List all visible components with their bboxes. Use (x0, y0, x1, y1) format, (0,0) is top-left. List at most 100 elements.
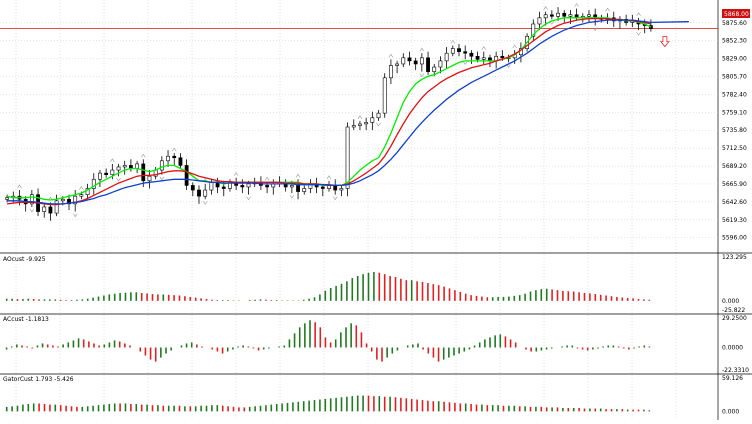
fractal-down-marker (159, 176, 165, 181)
candle-body[interactable] (73, 195, 78, 205)
candle-body[interactable] (358, 123, 362, 126)
candle-body[interactable] (116, 166, 121, 171)
candle-body[interactable] (67, 198, 71, 205)
candle-body[interactable] (184, 165, 189, 186)
indicator-tick-label: 0.0000 (722, 344, 743, 351)
candle-body[interactable] (556, 12, 560, 17)
candle-body[interactable] (135, 163, 139, 169)
fractal-up-marker (512, 44, 517, 49)
candle-body[interactable] (54, 200, 59, 214)
fractal-down-marker (462, 61, 468, 65)
fractal-up-marker (17, 184, 22, 189)
price-tick-label: 5735.80 (722, 127, 747, 134)
candle-body[interactable] (543, 14, 548, 19)
candle-body[interactable] (568, 14, 573, 17)
candle-body[interactable] (469, 52, 474, 57)
candle-body[interactable] (104, 172, 109, 175)
price-tick-label: 5782.40 (722, 91, 747, 98)
ac-indicator-panel[interactable] (5, 320, 651, 362)
candle-body[interactable] (320, 186, 325, 189)
candle-body[interactable] (159, 160, 164, 171)
candle-body[interactable] (246, 183, 251, 188)
candle-body[interactable] (419, 57, 424, 65)
candle-body[interactable] (351, 125, 356, 128)
candle-body[interactable] (376, 112, 381, 119)
price-tick-label: 5805.70 (722, 73, 747, 80)
candle-body[interactable] (209, 182, 214, 191)
fractal-up-marker (233, 172, 239, 176)
candle-body[interactable] (190, 185, 195, 191)
candle-body[interactable] (110, 169, 115, 175)
candle-body[interactable] (333, 185, 338, 191)
fractal-up-marker (295, 173, 301, 178)
candle-body[interactable] (48, 206, 53, 214)
candle-body[interactable] (531, 23, 536, 37)
candle-body[interactable] (302, 188, 307, 192)
candle-body[interactable] (265, 185, 269, 188)
fractal-down-marker (332, 196, 338, 201)
gator-indicator-panel[interactable] (5, 395, 651, 412)
main-price-panel[interactable] (0, 3, 718, 221)
candle-body[interactable] (221, 186, 226, 189)
candle-body[interactable] (85, 188, 90, 195)
candle-body[interactable] (500, 55, 505, 59)
candle-body[interactable] (587, 14, 591, 17)
candle-body[interactable] (5, 197, 9, 200)
fractal-up-marker (636, 12, 641, 17)
candle-body[interactable] (166, 155, 170, 162)
indicator-tick-label: 0.000 (722, 408, 739, 415)
candle-body[interactable] (407, 57, 412, 62)
candle-body[interactable] (147, 175, 152, 182)
fractal-up-marker (543, 6, 548, 10)
candle-body[interactable] (438, 60, 443, 68)
indicator-tick-label: 59.126 (722, 375, 743, 382)
candle-body[interactable] (549, 14, 554, 17)
candle-body[interactable] (42, 206, 47, 212)
candle-body[interactable] (537, 17, 542, 25)
price-tick-label: 5852.30 (722, 38, 747, 45)
candle-body[interactable] (296, 185, 300, 192)
candle-body[interactable] (197, 189, 201, 197)
candle-body[interactable] (432, 66, 437, 72)
candle-body[interactable] (364, 122, 369, 125)
candle-body[interactable] (339, 188, 344, 191)
candle-body[interactable] (382, 77, 387, 114)
candle-body[interactable] (370, 117, 375, 123)
candle-body[interactable] (444, 52, 449, 62)
candle-body[interactable] (562, 12, 567, 17)
candle-body[interactable] (79, 194, 84, 197)
fractal-up-marker (326, 175, 332, 179)
fractal-down-marker (636, 31, 641, 36)
candle-body[interactable] (60, 198, 65, 202)
candle-body[interactable] (426, 57, 430, 72)
candle-body[interactable] (481, 57, 486, 60)
candle-body[interactable] (203, 189, 208, 197)
candle-body[interactable] (395, 63, 399, 66)
candle-body[interactable] (98, 172, 102, 180)
candle-body[interactable] (178, 157, 183, 166)
candle-body[interactable] (29, 194, 34, 205)
candle-body[interactable] (91, 178, 96, 189)
fractal-up-marker (264, 176, 270, 181)
candle-body[interactable] (240, 185, 245, 188)
candle-body[interactable] (450, 48, 455, 54)
candle-body[interactable] (141, 163, 146, 182)
candle-body[interactable] (345, 126, 350, 189)
candle-body[interactable] (289, 185, 294, 188)
candle-body[interactable] (413, 60, 418, 65)
fractal-up-marker (419, 47, 425, 52)
ao-indicator-panel[interactable] (5, 272, 651, 301)
candle-body[interactable] (172, 155, 177, 159)
candle-body[interactable] (463, 51, 468, 54)
indicator-tick-label: 0.000 (722, 298, 739, 305)
candle-body[interactable] (475, 55, 480, 60)
candle-body[interactable] (389, 65, 393, 79)
candle-body[interactable] (401, 57, 406, 65)
candle-body[interactable] (122, 165, 127, 168)
candle-body[interactable] (457, 48, 461, 52)
price-tick-label: 5875.60 (722, 20, 747, 27)
ac-indicator-label: ACcust -1.1813 (3, 316, 49, 323)
